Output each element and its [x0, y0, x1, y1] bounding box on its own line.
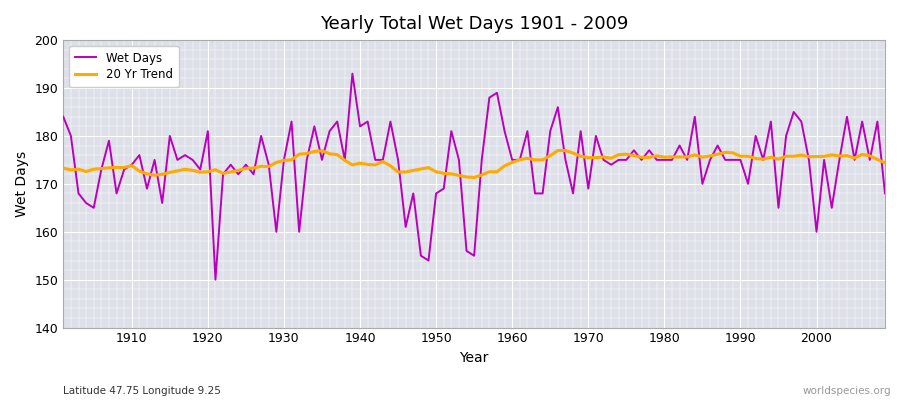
Text: Latitude 47.75 Longitude 9.25: Latitude 47.75 Longitude 9.25 — [63, 386, 220, 396]
Wet Days — [522, 129, 533, 134]
Line: Wet Days: Wet Days — [63, 74, 885, 280]
Wet Days — [515, 158, 526, 162]
20 Yr Trend — [613, 152, 624, 157]
Wet Days — [119, 167, 130, 172]
Line: 20 Yr Trend: 20 Yr Trend — [63, 150, 885, 178]
20 Yr Trend — [507, 160, 517, 165]
20 Yr Trend — [553, 148, 563, 153]
Wet Days — [347, 71, 358, 76]
20 Yr Trend — [515, 157, 526, 162]
Wet Days — [879, 191, 890, 196]
Text: worldspecies.org: worldspecies.org — [803, 386, 891, 396]
Title: Yearly Total Wet Days 1901 - 2009: Yearly Total Wet Days 1901 - 2009 — [320, 15, 628, 33]
Wet Days — [293, 229, 304, 234]
Wet Days — [58, 114, 68, 119]
X-axis label: Year: Year — [460, 351, 489, 365]
Wet Days — [210, 277, 220, 282]
20 Yr Trend — [119, 165, 130, 170]
Wet Days — [613, 158, 624, 162]
20 Yr Trend — [879, 160, 890, 165]
20 Yr Trend — [58, 166, 68, 170]
Y-axis label: Wet Days: Wet Days — [15, 151, 29, 217]
20 Yr Trend — [469, 175, 480, 180]
Legend: Wet Days, 20 Yr Trend: Wet Days, 20 Yr Trend — [69, 46, 179, 87]
Wet Days — [339, 158, 350, 162]
20 Yr Trend — [286, 158, 297, 162]
20 Yr Trend — [332, 152, 343, 157]
